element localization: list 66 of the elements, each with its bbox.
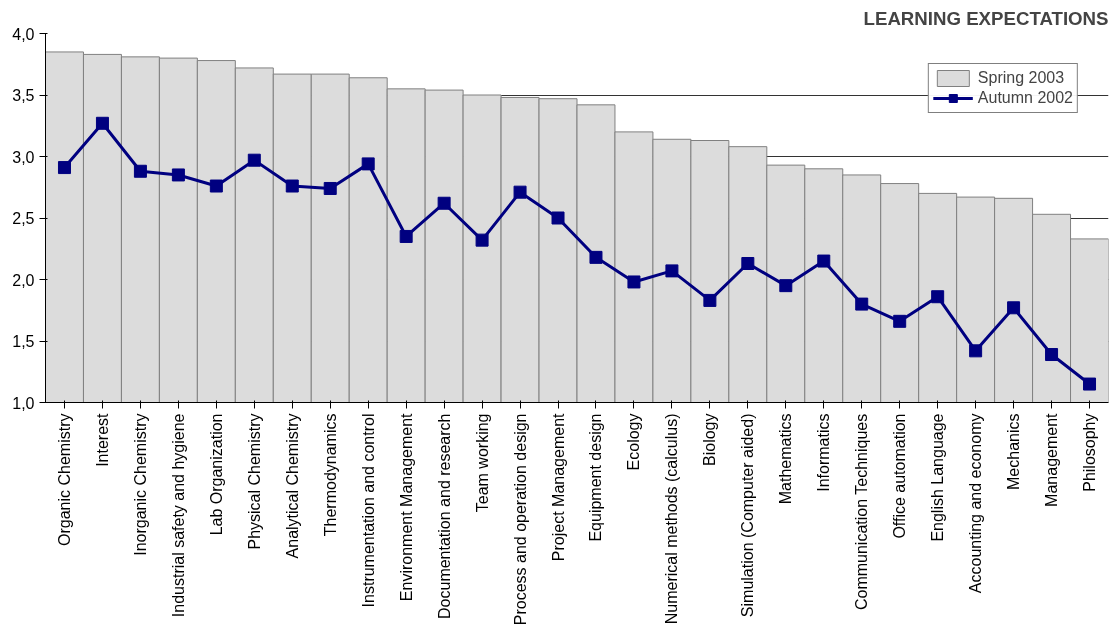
x-tick-label: Physical Chemistry (245, 413, 263, 550)
x-tick-label: Equipment design (587, 413, 605, 542)
x-tick-label: Organic Chemistry (55, 413, 73, 546)
chart-title: LEARNING EXPECTATIONS (863, 7, 1109, 29)
point (1007, 301, 1021, 315)
y-tick-label: 3,5 (12, 87, 35, 104)
point (1083, 377, 1097, 391)
point (95, 116, 109, 130)
x-tick-label: Simulation (Computer aided) (739, 413, 757, 618)
point (361, 157, 375, 171)
x-tick-label: Environment Management (397, 412, 415, 602)
x-tick-label: Management (1043, 412, 1061, 507)
x-tick-label: Instrumentation and control (359, 413, 377, 608)
y-tick-label: 3,0 (12, 148, 35, 166)
point (323, 181, 337, 195)
point (437, 196, 451, 210)
point (703, 293, 717, 307)
point (741, 257, 755, 271)
x-tick-label: Biology (701, 413, 719, 466)
point (931, 290, 945, 304)
point (209, 179, 223, 193)
x-tick-label: Interest (93, 412, 111, 467)
y-tick-label: 4,0 (12, 25, 35, 43)
point (475, 233, 489, 247)
x-tick-label: Analytical Chemistry (283, 413, 301, 559)
point (1045, 348, 1059, 362)
x-tick-label: Mathematics (777, 413, 795, 505)
point (893, 314, 907, 328)
legend-label: Spring 2003 (977, 69, 1065, 87)
point (817, 254, 831, 268)
x-tick-label: Informatics (815, 413, 833, 492)
point (247, 153, 261, 167)
x-tick-label: Process and operation design (511, 413, 529, 626)
point (285, 179, 299, 193)
x-tick-label: Team working (473, 413, 491, 513)
x-tick-label: Office automation (891, 413, 909, 539)
x-tick-label: Project Management (549, 412, 567, 562)
point (855, 297, 869, 311)
legend-label: Autumn 2002 (977, 89, 1073, 107)
point (589, 250, 603, 264)
x-tick-label: Numerical methods (calculus) (663, 413, 681, 625)
x-tick-label: English Language (929, 413, 947, 542)
point (57, 161, 71, 175)
point (779, 279, 793, 293)
x-tick-label: Philosophy (1081, 413, 1099, 492)
x-tick-label: Communication Techniques (853, 413, 871, 611)
y-tick-label: 1,0 (12, 394, 35, 412)
point (969, 344, 983, 358)
point (551, 211, 565, 225)
x-tick-label: Thermodynamics (321, 413, 339, 537)
y-tick-label: 2,5 (12, 210, 35, 227)
x-tick-label: Documentation and research (435, 413, 453, 619)
y-tick-label: 2,0 (12, 271, 35, 289)
y-tick-label: 1,5 (12, 333, 35, 350)
x-tick-label: Accounting and economy (967, 413, 985, 594)
point (133, 164, 147, 178)
x-tick-label: Lab Organization (207, 413, 225, 536)
point (399, 229, 413, 243)
x-tick-label: Inorganic Chemistry (131, 413, 149, 556)
point (665, 264, 679, 278)
point (513, 185, 527, 199)
x-tick-label: Mechanics (1005, 413, 1023, 490)
x-tick-label: Ecology (625, 413, 643, 471)
x-tick-label: Industrial safety and hygiene (169, 413, 187, 618)
point (171, 168, 185, 182)
point (627, 275, 641, 289)
